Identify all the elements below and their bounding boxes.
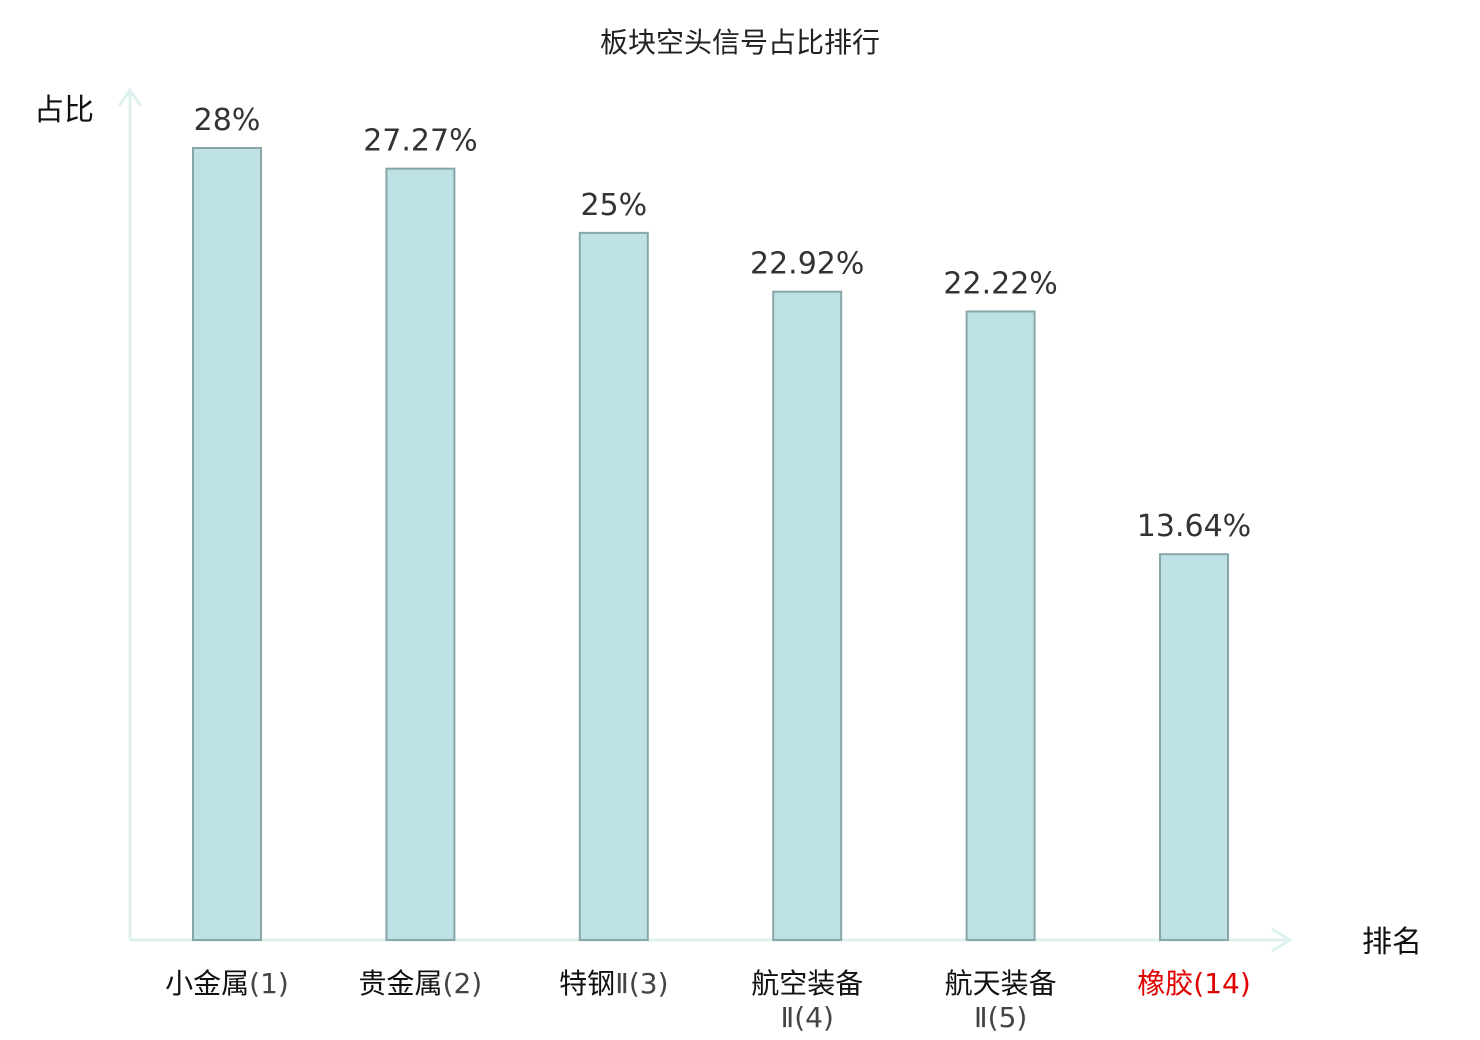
value-labels: 28% 27.27% 25% 22.92% 22.22% 13.64% [194,103,1252,544]
chart-title: 板块空头信号占比排行 [600,26,880,59]
bar-3 [578,231,649,942]
bar-1 [192,147,262,941]
category-label-1: 小金属(1) [165,967,289,1000]
value-label-2: 27.27% [363,124,477,159]
bar-6 [1159,553,1229,941]
category-label-4: 航空装备 Ⅱ(4) [751,967,863,1034]
x-axis [130,927,1293,953]
x-axis-label: 排名 [1362,925,1422,960]
value-label-4: 22.92% [750,247,864,282]
category-label-3: 特钢Ⅱ(3) [559,967,668,1000]
category-label-6: 橡胶(14) [1137,967,1251,1000]
category-label-5: 航天装备 Ⅱ(5) [945,967,1057,1034]
bar-4 [772,290,843,942]
value-label-5: 22.22% [943,266,1057,301]
value-label-3: 25% [580,188,647,223]
bars [192,147,1229,942]
y-axis [117,87,143,940]
category-labels: 小金属(1) 贵金属(2) 特钢Ⅱ(3) 航空装备 Ⅱ(4) 航天装备 Ⅱ(5) 橡胶(14) [165,967,1251,1034]
category-label-2: 贵金属(2) [359,967,483,1000]
y-axis-label: 占比 [34,93,94,128]
value-label-6: 13.64% [1137,509,1251,544]
bar-5 [965,310,1036,941]
bar-2 [385,167,456,942]
value-label-1: 28% [194,103,261,138]
